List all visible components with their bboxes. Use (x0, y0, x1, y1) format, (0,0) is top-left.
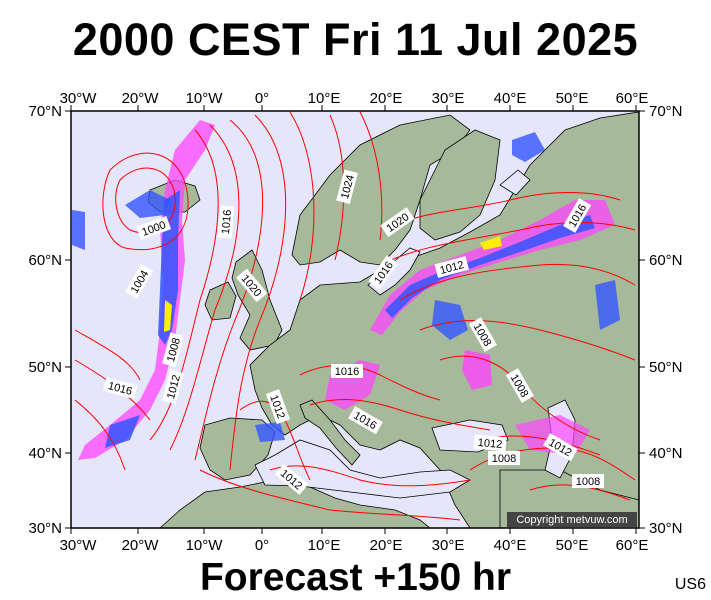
precip-atlantic-band (78, 120, 215, 460)
lat-label: 60°N (28, 252, 62, 269)
lat-label: 30°N (649, 520, 683, 537)
svg-text:1016: 1016 (220, 209, 234, 234)
lon-label: 20°E (370, 90, 403, 107)
map-frame (70, 110, 640, 529)
isobar-label: 1012 (473, 434, 507, 452)
lon-label: 10°E (308, 90, 341, 107)
isobar-label: 1008 (572, 474, 604, 488)
svg-text:Copyright metvuw.com: Copyright metvuw.com (516, 514, 627, 526)
precip-belarus (432, 300, 468, 340)
lat-label: 50°N (28, 359, 62, 376)
precip-baltic-core (385, 215, 595, 318)
lat-label: 40°N (649, 445, 683, 462)
lon-label: 10°W (186, 90, 224, 107)
isobar-label: 1016 (331, 364, 363, 378)
lon-label: 20°W (122, 90, 160, 107)
precip-atlantic-south (105, 415, 140, 448)
lon-label: 30°E (432, 90, 465, 107)
mediterranean-sea (254, 439, 471, 499)
white-sea (499, 169, 531, 196)
precip-alps (255, 422, 285, 442)
lon-labels-top: 30°W 20°W 10°W 0° 10°E 20°E 30°E 40°E 50… (60, 90, 649, 107)
lon-label: 60°E (616, 90, 649, 107)
lon-label: 0° (255, 537, 269, 554)
lat-label: 30°N (28, 520, 62, 537)
lon-label: 30°W (60, 90, 98, 107)
lon-label: 50°E (556, 537, 589, 554)
isobar-label: 1008 (488, 451, 520, 465)
lon-label: 30°W (60, 537, 98, 554)
forecast-label: Forecast +150 hr (199, 556, 512, 599)
precip-urals (595, 280, 620, 330)
lat-label: 40°N (28, 445, 62, 462)
lon-label: 40°E (494, 90, 527, 107)
precip-baltic-peak (480, 236, 502, 250)
svg-text:1008: 1008 (492, 453, 516, 465)
precip-atlantic-peak (164, 300, 172, 332)
svg-text:1008: 1008 (576, 476, 600, 488)
svg-text:1016: 1016 (335, 366, 359, 378)
tick-marks (65, 105, 645, 534)
precip-kola (512, 132, 545, 162)
lon-label: 10°W (186, 537, 224, 554)
model-code: US6 (674, 576, 706, 593)
lat-label: 50°N (649, 359, 683, 376)
lat-label: 70°N (649, 103, 683, 120)
map-title: 2000 CEST Fri 11 Jul 2025 (72, 14, 639, 65)
lon-label: 30°E (432, 537, 465, 554)
lon-label: 40°E (494, 537, 527, 554)
isobar-label: 1016 (217, 205, 235, 239)
lat-labels-right: 70°N 60°N 50°N 40°N 30°N (649, 103, 683, 537)
lat-labels-left: 70°N 60°N 50°N 40°N 30°N (28, 103, 62, 537)
lon-label: 10°E (308, 537, 341, 554)
svg-text:1012: 1012 (477, 437, 502, 451)
lon-label: 0° (255, 90, 269, 107)
lon-label: 50°E (556, 90, 589, 107)
lon-label: 20°E (370, 537, 403, 554)
lat-label: 60°N (649, 252, 683, 269)
precip-west-edge (72, 210, 85, 250)
lon-labels-bottom: 30°W 20°W 10°W 0° 10°E 20°E 30°E 40°E 50… (60, 537, 649, 554)
lat-label: 70°N (28, 103, 62, 120)
precipitation (72, 120, 620, 460)
precip-iceland (125, 190, 170, 218)
lon-label: 60°E (616, 537, 649, 554)
lon-label: 20°W (122, 537, 160, 554)
copyright-badge: Copyright metvuw.com (507, 512, 637, 527)
